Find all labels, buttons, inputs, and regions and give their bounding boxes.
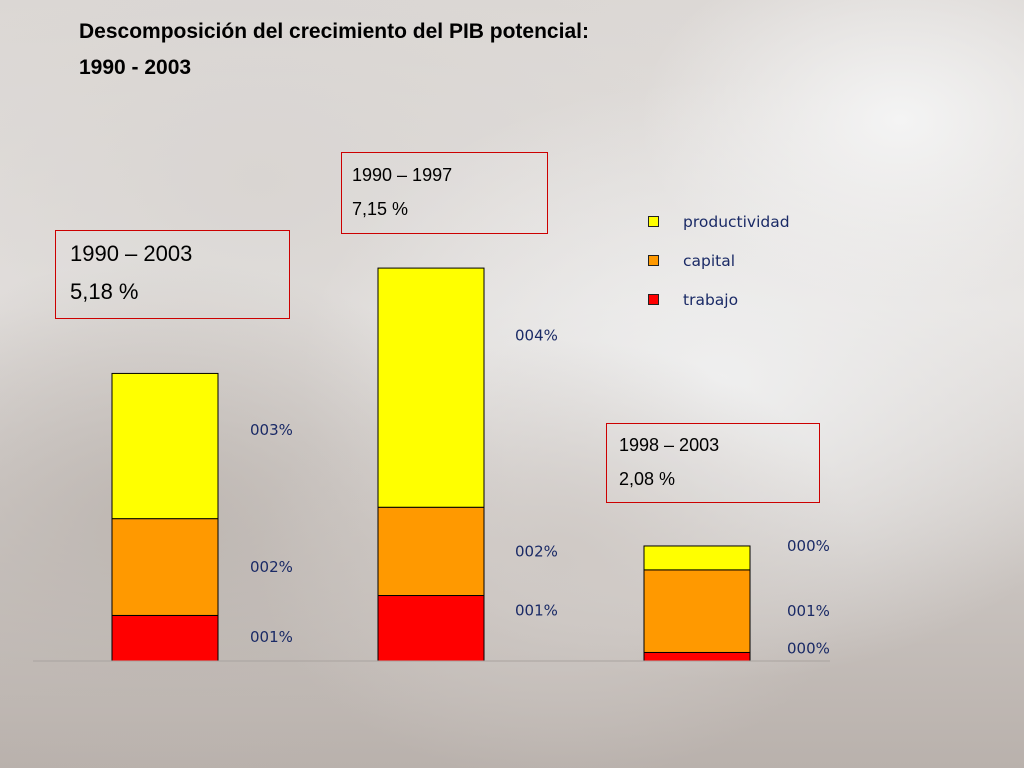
bar-segment-capital-3	[643, 569, 751, 653]
bar-segment-trabajo-1	[111, 614, 219, 662]
data-label-capital-3: 001%	[787, 602, 830, 620]
data-label-productividad-1: 003%	[250, 421, 293, 439]
period-box-1998-2003: 1998 – 2003 2,08 %	[606, 423, 820, 503]
bar-segment-trabajo-2	[377, 595, 485, 662]
title-line-1: Descomposición del crecimiento del PIB p…	[79, 20, 589, 43]
bar-segment-capital-2	[377, 506, 485, 597]
data-label-trabajo-3: 000%	[787, 640, 830, 658]
legend-label: trabajo	[683, 290, 739, 309]
title-line-2: 1990 - 2003	[79, 56, 192, 79]
legend-swatch-trabajo	[648, 294, 659, 305]
chart-title: Descomposición del crecimiento del PIB p…	[79, 14, 589, 86]
growth-rate: 2,08 %	[619, 469, 676, 489]
bar-segment-capital-1	[111, 518, 219, 616]
data-label-productividad-2: 004%	[515, 327, 558, 345]
bar-segment-productividad-3	[643, 545, 751, 571]
legend-swatch-productividad	[648, 216, 659, 227]
legend-label: capital	[683, 251, 736, 270]
chart-legend: productividad capital trabajo	[648, 202, 790, 319]
period-label: 1998 – 2003	[619, 435, 720, 455]
growth-rate: 5,18 %	[70, 279, 139, 304]
period-box-1990-2003: 1990 – 2003 5,18 %	[55, 230, 290, 319]
legend-item-productividad: productividad	[648, 202, 790, 241]
segment-labels-layer: 001% 002% 003% 001% 002% 004% 000% 001% 000%	[250, 327, 830, 658]
legend-item-capital: capital	[648, 241, 790, 280]
bar-segment-trabajo-3	[643, 651, 751, 662]
period-box-1990-1997: 1990 – 1997 7,15 %	[341, 152, 548, 234]
data-label-trabajo-2: 001%	[515, 601, 558, 619]
data-label-capital-1: 002%	[250, 558, 293, 576]
bar-segment-productividad-1	[111, 372, 219, 520]
legend-item-trabajo: trabajo	[648, 280, 790, 319]
legend-swatch-capital	[648, 255, 659, 266]
bars-layer	[111, 267, 751, 662]
data-label-productividad-3: 000%	[787, 537, 830, 555]
legend-label: productividad	[683, 212, 790, 231]
period-label: 1990 – 2003	[70, 241, 193, 266]
growth-rate: 7,15 %	[352, 199, 409, 219]
bar-segment-productividad-2	[377, 267, 485, 508]
data-label-capital-2: 002%	[515, 542, 558, 560]
data-label-trabajo-1: 001%	[250, 628, 293, 646]
period-label: 1990 – 1997	[352, 165, 453, 185]
